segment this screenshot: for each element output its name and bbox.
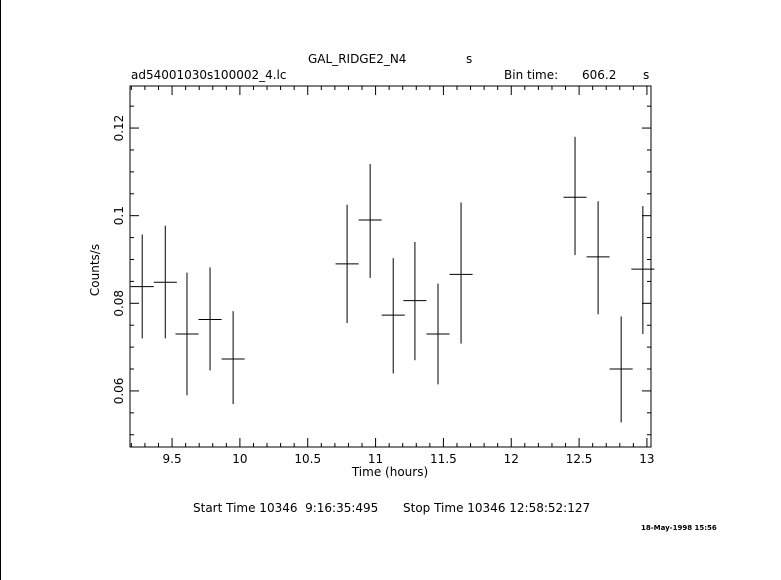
data-point bbox=[221, 311, 245, 405]
data-points bbox=[130, 136, 655, 423]
data-point bbox=[153, 225, 177, 339]
x-axis-label: Time (hours) bbox=[351, 465, 428, 479]
plot-frame bbox=[129, 85, 652, 448]
data-point bbox=[403, 241, 427, 361]
data-point bbox=[586, 201, 610, 315]
y-tick-label: 0.12 bbox=[112, 115, 126, 142]
data-point bbox=[449, 202, 473, 344]
bin-time-label: Bin time: bbox=[504, 68, 559, 82]
y-tick-label: 0.06 bbox=[112, 378, 126, 405]
plot-date-stamp: 18-May-1998 15:56 bbox=[641, 524, 717, 532]
x-tick-label: 9.5 bbox=[163, 452, 182, 466]
data-point bbox=[426, 283, 450, 385]
bin-time-value: 606.2 bbox=[582, 68, 617, 82]
tick-labels: 9.5 10 10.5 11 11.5 12 12.5 13 0.06 0.08 0.1 0.12 bbox=[112, 115, 655, 466]
stop-time: Stop Time 10346 12:58:52:127 bbox=[403, 501, 591, 515]
source-name: GAL_RIDGE2_N4 bbox=[308, 52, 407, 66]
axes bbox=[129, 85, 652, 448]
data-point bbox=[130, 234, 154, 339]
start-time: Start Time 10346 9:16:35:495 bbox=[193, 501, 379, 515]
ticks bbox=[130, 86, 651, 447]
y-tick-label: 0.08 bbox=[112, 290, 126, 317]
x-tick-label: 12.5 bbox=[566, 452, 593, 466]
data-point bbox=[335, 204, 359, 324]
left-edge-rule bbox=[0, 0, 1, 580]
data-point bbox=[381, 258, 405, 374]
data-point bbox=[563, 136, 587, 256]
data-point bbox=[175, 272, 199, 396]
x-tick-label: 10.5 bbox=[294, 452, 321, 466]
x-tick-label: 13 bbox=[639, 452, 654, 466]
x-tick-label: 11 bbox=[368, 452, 383, 466]
bin-time-unit: s bbox=[643, 68, 650, 82]
y-axis-label: Counts/s bbox=[88, 244, 102, 296]
data-point bbox=[609, 316, 633, 423]
source-unit: s bbox=[466, 52, 473, 66]
x-tick-label: 11.5 bbox=[430, 452, 457, 466]
file-name: ad54001030s100002_4.lc bbox=[131, 68, 287, 82]
y-tick-label: 0.1 bbox=[112, 206, 126, 225]
data-point bbox=[358, 163, 382, 278]
data-point bbox=[198, 267, 222, 371]
x-tick-label: 12 bbox=[504, 452, 519, 466]
data-point bbox=[631, 206, 655, 334]
x-tick-label: 10 bbox=[232, 452, 247, 466]
